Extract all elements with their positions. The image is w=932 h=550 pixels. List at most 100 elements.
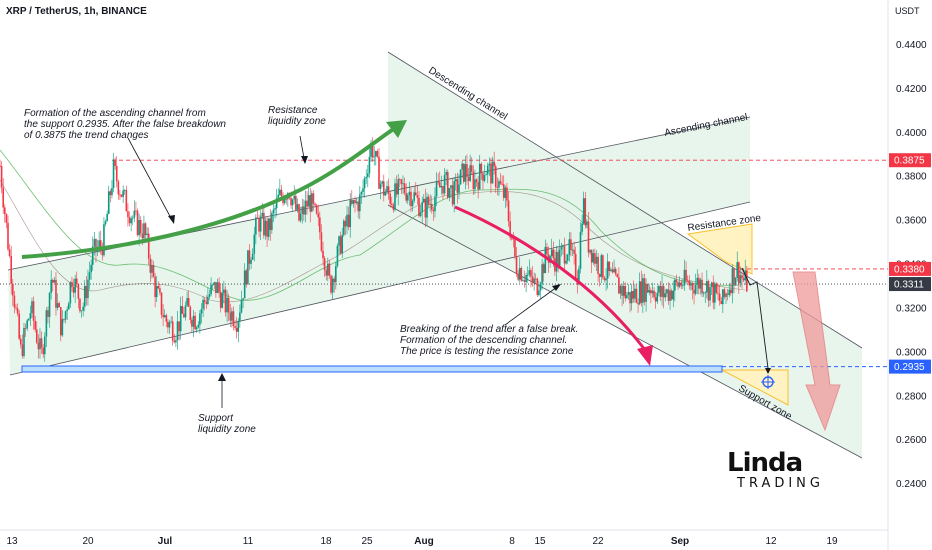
candle-body [538, 290, 540, 295]
candle-body [360, 191, 363, 195]
candle-body [496, 187, 499, 188]
breaking-pointer-head [552, 284, 561, 291]
candle-body [418, 197, 420, 217]
candle-body [726, 293, 729, 295]
descending-channel-bottom [387, 204, 863, 459]
candle-body [98, 240, 100, 248]
candle-body [93, 239, 96, 247]
formation-pointer [127, 137, 173, 221]
candle-body [51, 279, 54, 283]
candle-body [63, 319, 65, 320]
candle-body [448, 188, 451, 198]
candle-body [7, 222, 9, 250]
price-tag-box [889, 359, 931, 374]
price-tag-label: 0.3875 [894, 156, 925, 167]
y-tick-label: 0.2800 [896, 391, 927, 402]
candle-body [167, 321, 169, 328]
candle-body [704, 292, 707, 294]
candle-body [587, 221, 590, 253]
candle-body [120, 194, 123, 197]
candle-body [232, 311, 235, 327]
time-axis[interactable]: 13 20 Jul 11 18 25 Aug 8 15 22 Sep 12 19 [6, 536, 838, 547]
candle-body [112, 159, 115, 189]
price-tag-box [889, 277, 931, 292]
candle-body [43, 336, 46, 355]
candle-body [586, 221, 588, 226]
candle-body [13, 295, 16, 308]
candle-body [608, 261, 611, 271]
candle-body [162, 314, 164, 318]
candle-body [47, 310, 49, 317]
candle-body [645, 284, 647, 302]
candle-body [127, 211, 129, 218]
candle-body [437, 181, 439, 183]
logo-line1: Linda [727, 448, 803, 478]
candle-body [58, 303, 60, 308]
candle-body [251, 253, 254, 260]
candle-body [363, 178, 366, 189]
candle-body [224, 289, 227, 313]
candle-body [458, 184, 460, 193]
candle-body [255, 217, 257, 235]
candle-body [672, 290, 675, 300]
candle-body [11, 283, 14, 296]
candle-body [261, 212, 264, 217]
candle-body [677, 282, 679, 287]
candle-body [579, 231, 582, 269]
candle-body [299, 213, 302, 221]
candle-body [216, 282, 219, 293]
price-levels [0, 159, 888, 368]
candle-body [355, 201, 358, 204]
price-tag-box [889, 261, 931, 276]
candle-body [317, 213, 320, 218]
candle-body [314, 203, 316, 206]
candle-body [443, 175, 446, 194]
candle-body [264, 220, 267, 236]
x-tick-label: 22 [592, 536, 604, 547]
candle-body [328, 263, 331, 276]
candle-body [674, 279, 676, 291]
candle-body [712, 282, 715, 303]
candle-body [528, 270, 531, 275]
candle-body [384, 191, 387, 196]
candle-body [19, 338, 22, 345]
candle-body [10, 256, 12, 284]
candle-body [501, 183, 503, 185]
candle-body [143, 223, 145, 239]
candle-body [123, 190, 126, 191]
candle-body [638, 281, 641, 305]
candle-body [491, 161, 494, 184]
candle-body [730, 289, 732, 294]
y-tick-label: 0.2600 [896, 435, 927, 446]
green-trend-arrow [21, 126, 397, 259]
candle-body [632, 291, 635, 299]
candle-body [530, 270, 532, 277]
red-trend-arrow [454, 205, 647, 351]
candle-body [277, 194, 280, 199]
candle-body [55, 279, 57, 308]
candle-body [733, 268, 735, 286]
candle-body [472, 171, 475, 190]
candle-body [512, 238, 515, 240]
price-tag-label: 0.2935 [894, 362, 925, 373]
candle-body [518, 268, 521, 280]
candle-body [226, 297, 228, 313]
candle-body [386, 186, 388, 192]
candle-body [630, 291, 633, 304]
candle-body [344, 220, 347, 227]
candle-body [405, 193, 407, 201]
candle-body [525, 275, 527, 282]
candle-body [186, 298, 188, 306]
candle-body [693, 289, 695, 294]
candle-body [426, 196, 428, 218]
candle-body [573, 249, 575, 254]
formation-pointer-head [168, 215, 175, 224]
candle-body [370, 142, 372, 157]
candle-body [643, 278, 646, 302]
support-liquidity-annotation: Support liquidity zone [198, 413, 256, 435]
projected-drop-arrow [792, 271, 841, 432]
candle-body [74, 278, 76, 293]
resistance-zone [686, 223, 753, 275]
candle-body [79, 298, 81, 312]
